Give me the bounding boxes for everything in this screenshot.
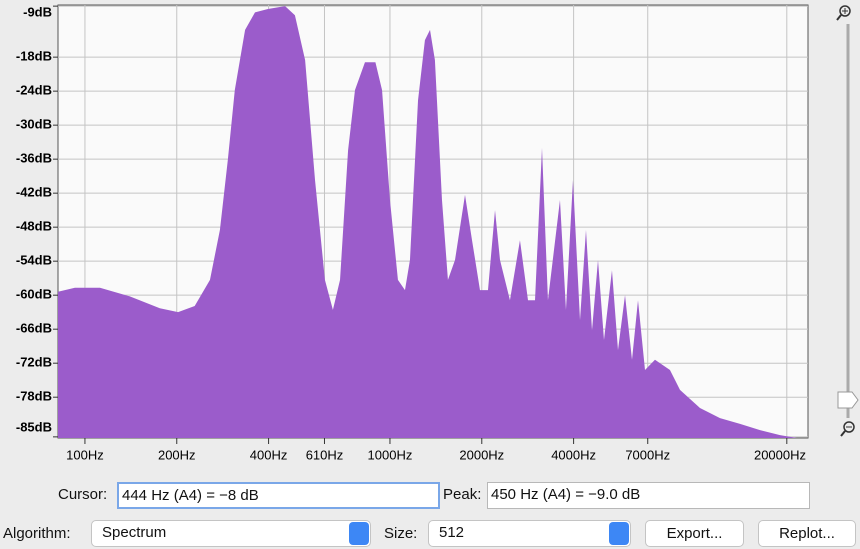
x-tick-label: 2000Hz	[459, 447, 504, 462]
x-tick-label: 400Hz	[250, 447, 288, 462]
algorithm-label: Algorithm:	[3, 525, 71, 542]
x-tick-label: 4000Hz	[551, 447, 596, 462]
y-tick-label: -42dB	[16, 185, 52, 200]
spectrum-area	[58, 6, 798, 438]
algorithm-select[interactable]: Spectrum	[91, 520, 371, 547]
spectrum-chart: -9dB -18dB -24dB -30dB -36dB -42dB -48dB -54dB -…	[16, 4, 859, 462]
x-tick-label: 100Hz	[66, 447, 104, 462]
cursor-label: Cursor:	[58, 486, 108, 503]
y-tick-label: -24dB	[16, 83, 52, 98]
x-tick-label: 200Hz	[158, 447, 196, 462]
x-tick-label: 7000Hz	[625, 447, 670, 462]
peak-label: Peak:	[443, 486, 482, 503]
export-button[interactable]: Export...	[645, 520, 744, 547]
peak-field[interactable]: 450 Hz (A4) = −9.0 dB	[487, 482, 810, 509]
y-tick-label: -30dB	[16, 117, 52, 132]
stepper	[349, 522, 369, 545]
y-tick-label: -48dB	[16, 219, 52, 234]
size-label: Size:	[384, 525, 418, 542]
cursor-field[interactable]: 444 Hz (A4) = −8 dB	[117, 482, 440, 509]
y-tick-label: -9dB	[23, 4, 52, 19]
x-tick-label: 1000Hz	[368, 447, 413, 462]
stepper	[609, 522, 629, 545]
replot-button[interactable]: Replot...	[758, 520, 856, 547]
zoom-slider[interactable]	[836, 5, 859, 437]
y-tick-label: -36dB	[16, 151, 52, 166]
y-tick-label: -60dB	[16, 287, 52, 302]
algorithm-value: Spectrum	[102, 524, 167, 541]
y-tick-label: -78dB	[16, 389, 52, 404]
size-value: 512	[439, 524, 465, 541]
x-tick-label: 610Hz	[306, 447, 344, 462]
y-tick-label: -66dB	[16, 321, 52, 336]
y-tick-label: -72dB	[16, 355, 52, 370]
y-tick-label: -54dB	[16, 253, 52, 268]
size-select[interactable]: 512	[428, 520, 631, 547]
y-tick-label: -18dB	[16, 49, 52, 64]
x-tick-label: 20000Hz	[754, 447, 806, 462]
y-tick-label: -85dB	[16, 419, 52, 434]
